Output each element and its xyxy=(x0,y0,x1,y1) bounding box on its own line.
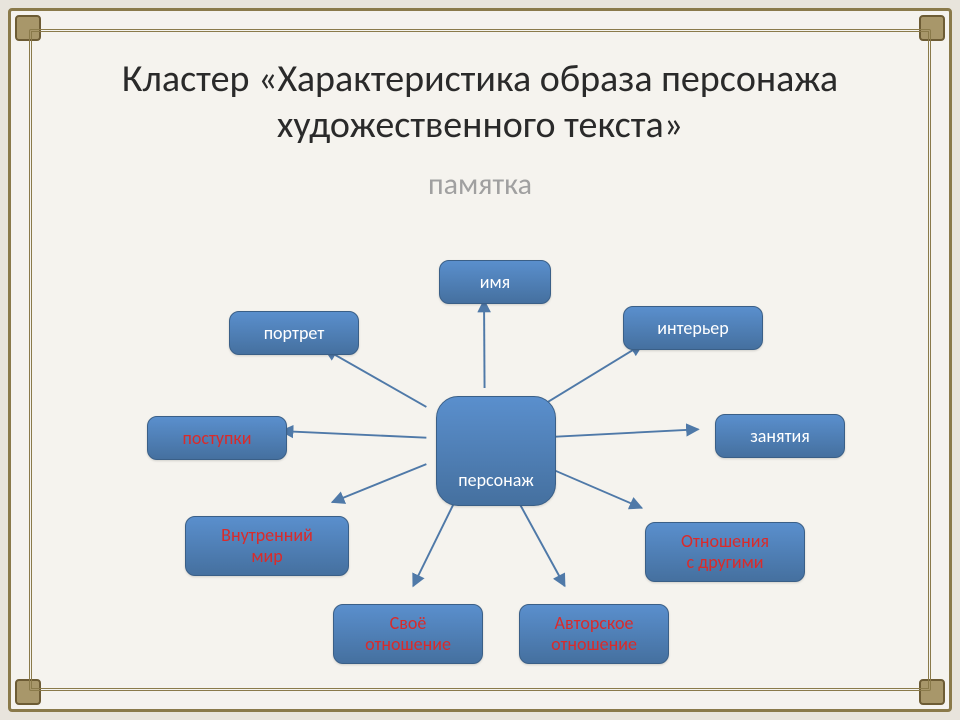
diagram-edge xyxy=(543,466,641,508)
slide-content: Кластер «Характеристика образа персонажа… xyxy=(51,51,909,669)
diagram-node-relations: Отношения с другими xyxy=(645,522,805,582)
diagram-node-own: Своё отношение xyxy=(333,604,483,664)
diagram-edge xyxy=(514,493,565,586)
slide-frame-outer: Кластер «Характеристика образа персонажа… xyxy=(8,8,952,712)
diagram-edge xyxy=(332,464,426,502)
diagram-node-name: имя xyxy=(439,260,551,304)
diagram-edge xyxy=(543,429,698,437)
diagram-node-portrait: портрет xyxy=(229,311,359,355)
diagram-edge xyxy=(413,493,459,586)
slide-title: Кластер «Характеристика образа персонажа… xyxy=(51,57,909,148)
diagram-node-interior: интерьер xyxy=(623,306,763,350)
diagram-center-node: персонаж xyxy=(436,396,556,506)
diagram-edge xyxy=(543,344,642,405)
diagram-edge xyxy=(325,349,427,407)
diagram-node-author: Авторское отношение xyxy=(519,604,669,664)
diagram-node-hobby: занятия xyxy=(715,414,845,458)
diagram-node-inner: Внутренний мир xyxy=(185,516,349,576)
diagram-edge xyxy=(484,300,485,388)
diagram-edge xyxy=(281,431,426,438)
slide-subtitle: памятка xyxy=(51,166,909,203)
cluster-diagram: персонаж имя портрет интерьер поступки заняти… xyxy=(51,226,909,669)
diagram-node-acts: поступки xyxy=(147,416,287,460)
